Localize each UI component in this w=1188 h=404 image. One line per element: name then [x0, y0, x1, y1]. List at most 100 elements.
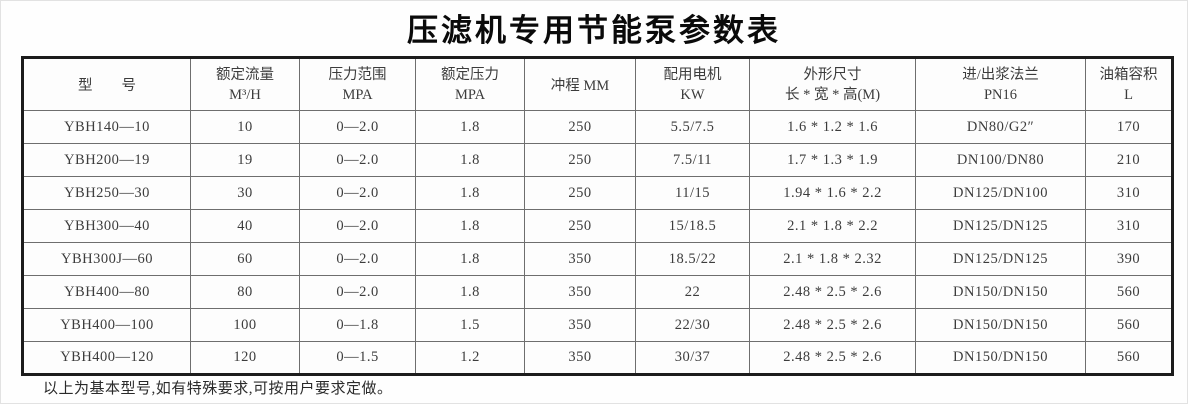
- table-row: YBH200—19 19 0—2.0 1.8 250 7.5/11 1.7 * 1.3 * …: [22, 143, 1173, 177]
- cell-motor: 22/30: [635, 308, 750, 342]
- cell-model: YBH250—30: [22, 176, 191, 210]
- cell-rated-flow: 100: [190, 308, 300, 342]
- page-title: 压滤机专用节能泵参数表: [407, 13, 781, 48]
- col-header-motor: 配用电机 KW: [635, 57, 750, 111]
- col-header-rated-flow: 额定流量 M³/H: [190, 57, 300, 111]
- cell-dimensions: 2.48 * 2.5 * 2.6: [749, 341, 916, 375]
- cell-stroke: 250: [524, 143, 636, 177]
- col-header-rated-pressure: 额定压力 MPA: [415, 57, 525, 111]
- header-line-1: 额定压力: [441, 66, 499, 83]
- cell-motor: 7.5/11: [635, 143, 750, 177]
- cell-rated-pressure: 1.8: [415, 176, 525, 210]
- pump-parameter-table: 型 号 额定流量 M³/H 压力范围 MPA 额定压力 MPA 冲程 MM 配用电机 KW 外形尺寸…: [21, 56, 1174, 376]
- cell-dimensions: 2.1 * 1.8 * 2.32: [749, 242, 916, 276]
- cell-rated-pressure: 1.8: [415, 143, 525, 177]
- cell-pressure-range: 0—2.0: [299, 275, 416, 309]
- cell-flange: DN125/DN100: [915, 176, 1086, 210]
- header-line-2: MPA: [342, 86, 373, 103]
- col-header-pressure-range: 压力范围 MPA: [299, 57, 416, 111]
- cell-motor: 11/15: [635, 176, 750, 210]
- cell-flange: DN125/DN125: [915, 209, 1086, 243]
- col-header-model: 型 号: [22, 57, 191, 111]
- header-line-2: 长 * 宽 * 高(M): [784, 86, 881, 103]
- cell-stroke: 350: [524, 242, 636, 276]
- cell-flange: DN150/DN150: [915, 308, 1086, 342]
- col-header-flange: 进/出浆法兰 PN16: [915, 57, 1086, 111]
- cell-pressure-range: 0—2.0: [299, 143, 416, 177]
- header-line-2: M³/H: [229, 86, 261, 103]
- cell-tank-volume: 310: [1085, 176, 1173, 210]
- cell-model: YBH400—120: [22, 341, 191, 375]
- cell-dimensions: 1.7 * 1.3 * 1.9: [749, 143, 916, 177]
- cell-model: YBH200—19: [22, 143, 191, 177]
- cell-rated-flow: 19: [190, 143, 300, 177]
- cell-stroke: 250: [524, 209, 636, 243]
- cell-model: YBH300—40: [22, 209, 191, 243]
- cell-tank-volume: 560: [1085, 275, 1173, 309]
- table-row: YBH300J—60 60 0—2.0 1.8 350 18.5/22 2.1 * 1.8 …: [22, 242, 1173, 276]
- cell-rated-pressure: 1.8: [415, 242, 525, 276]
- cell-model: YBH300J—60: [22, 242, 191, 276]
- header-line-1: 额定流量: [216, 66, 274, 83]
- header-line-1: 外形尺寸: [803, 66, 862, 83]
- cell-flange: DN125/DN125: [915, 242, 1086, 276]
- cell-pressure-range: 0—2.0: [299, 110, 416, 144]
- cell-tank-volume: 560: [1085, 308, 1173, 342]
- header-line-1: 配用电机: [663, 66, 722, 83]
- table-header: 型 号 额定流量 M³/H 压力范围 MPA 额定压力 MPA 冲程 MM 配用电机 KW 外形尺寸…: [22, 57, 1173, 111]
- cell-stroke: 350: [524, 341, 636, 375]
- cell-rated-pressure: 1.8: [415, 110, 525, 144]
- cell-rated-pressure: 1.5: [415, 308, 525, 342]
- cell-tank-volume: 390: [1085, 242, 1173, 276]
- cell-rated-flow: 60: [190, 242, 300, 276]
- cell-motor: 30/37: [635, 341, 750, 375]
- cell-rated-flow: 40: [190, 209, 300, 243]
- cell-motor: 22: [635, 275, 750, 309]
- header-line-2: KW: [680, 86, 705, 103]
- table-row: YBH400—100 100 0—1.8 1.5 350 22/30 2.48 * 2.5 …: [22, 308, 1173, 342]
- cell-pressure-range: 0—1.5: [299, 341, 416, 375]
- header-line-1: 油箱容积: [1099, 66, 1158, 83]
- cell-dimensions: 2.1 * 1.8 * 2.2: [749, 209, 916, 243]
- table-body: YBH140—10 10 0—2.0 1.8 250 5.5/7.5 1.6 * 1.2 *…: [22, 110, 1173, 375]
- cell-model: YBH140—10: [22, 110, 191, 144]
- header-line-1: 压力范围: [328, 66, 387, 83]
- cell-motor: 18.5/22: [635, 242, 750, 276]
- cell-rated-pressure: 1.8: [415, 209, 525, 243]
- table-row: YBH250—30 30 0—2.0 1.8 250 11/15 1.94 * 1.6 * …: [22, 176, 1173, 210]
- table-row: YBH300—40 40 0—2.0 1.8 250 15/18.5 2.1 * 1.8 *…: [22, 209, 1173, 243]
- cell-model: YBH400—80: [22, 275, 191, 309]
- cell-flange: DN80/G2″: [915, 110, 1086, 144]
- cell-rated-flow: 80: [190, 275, 300, 309]
- cell-dimensions: 2.48 * 2.5 * 2.6: [749, 275, 916, 309]
- table-row: YBH140—10 10 0—2.0 1.8 250 5.5/7.5 1.6 * 1.2 *…: [22, 110, 1173, 144]
- header-line-2: PN16: [983, 86, 1018, 103]
- cell-pressure-range: 0—2.0: [299, 242, 416, 276]
- cell-tank-volume: 310: [1085, 209, 1173, 243]
- cell-stroke: 350: [524, 308, 636, 342]
- cell-tank-volume: 560: [1085, 341, 1173, 375]
- header-line-2: MPA: [454, 86, 486, 103]
- cell-pressure-range: 0—1.8: [299, 308, 416, 342]
- cell-flange: DN150/DN150: [915, 275, 1086, 309]
- cell-rated-flow: 120: [190, 341, 300, 375]
- header-line-2: L: [1124, 86, 1133, 103]
- cell-stroke: 250: [524, 176, 636, 210]
- cell-flange: DN150/DN150: [915, 341, 1086, 375]
- cell-pressure-range: 0—2.0: [299, 176, 416, 210]
- cell-rated-pressure: 1.2: [415, 341, 525, 375]
- header-row: 型 号 额定流量 M³/H 压力范围 MPA 额定压力 MPA 冲程 MM 配用电机 KW 外形尺寸…: [22, 57, 1173, 111]
- cell-motor: 5.5/7.5: [635, 110, 750, 144]
- cell-stroke: 250: [524, 110, 636, 144]
- cell-pressure-range: 0—2.0: [299, 209, 416, 243]
- col-header-stroke: 冲程 MM: [524, 57, 636, 111]
- table-row: YBH400—120 120 0—1.5 1.2 350 30/37 2.48 * 2.5 …: [22, 341, 1173, 375]
- cell-dimensions: 2.48 * 2.5 * 2.6: [749, 308, 916, 342]
- cell-tank-volume: 210: [1085, 143, 1173, 177]
- cell-model: YBH400—100: [22, 308, 191, 342]
- col-header-dimensions: 外形尺寸长 * 宽 * 高(M): [749, 57, 916, 111]
- cell-tank-volume: 170: [1085, 110, 1173, 144]
- cell-motor: 15/18.5: [635, 209, 750, 243]
- header-line-1: 进/出浆法兰: [962, 66, 1039, 83]
